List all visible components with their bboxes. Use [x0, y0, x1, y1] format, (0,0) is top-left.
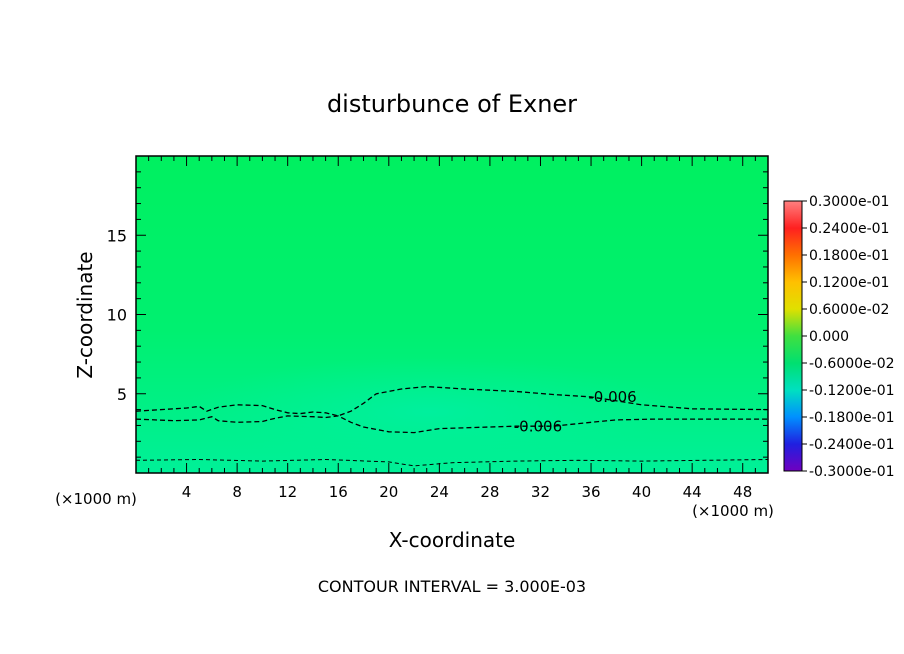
- x-tick-label: 36: [581, 483, 600, 501]
- colorbar-label: -0.3000e-01: [809, 464, 895, 480]
- colorbar: [783, 200, 803, 472]
- y-tick-labels: 5 10 15: [107, 226, 127, 404]
- y-tick-label: 15: [107, 226, 127, 245]
- x-tick-label: 20: [379, 483, 398, 501]
- x-tick-label: 32: [531, 483, 550, 501]
- colorbar-label: -0.1800e-01: [809, 410, 895, 426]
- colorbar-label: 0.6000e-02: [809, 302, 889, 318]
- contour-line: [135, 415, 768, 434]
- contour-interval-note: CONTOUR INTERVAL = 3.000E-03: [318, 577, 586, 596]
- y-axis-label: Z-coordinate: [73, 251, 97, 378]
- contour-label: -0.006: [588, 388, 636, 406]
- colorbar-ticks: [802, 200, 807, 472]
- colorbar-label: 0.1800e-01: [809, 248, 889, 264]
- colorbar-label: 0.1200e-01: [809, 275, 889, 291]
- x-tick-label: 40: [632, 483, 651, 501]
- colorbar-label: -0.2400e-01: [809, 437, 895, 453]
- contour-line: [135, 458, 769, 467]
- contour-line: [135, 385, 769, 417]
- colorbar-label: 0.000: [809, 329, 849, 345]
- x-tick-label: 48: [733, 483, 752, 501]
- chart-title: disturbunce of Exner: [327, 90, 577, 118]
- axis-ticks: [136, 156, 768, 473]
- x-unit-left: (×1000 m): [55, 490, 137, 508]
- colorbar-labels: 0.3000e-01 0.2400e-01 0.1800e-01 0.1200e-01…: [809, 194, 895, 480]
- y-tick-label: 5: [117, 385, 127, 404]
- colorbar-label: -0.6000e-02: [809, 356, 895, 372]
- x-unit-right: (×1000 m): [692, 502, 774, 520]
- y-tick-label: 10: [107, 306, 127, 325]
- x-tick-label: 28: [480, 483, 499, 501]
- x-tick-label: 8: [232, 483, 242, 501]
- x-tick-label: 44: [683, 483, 702, 501]
- field-core: [180, 357, 680, 467]
- x-axis-label: X-coordinate: [389, 528, 516, 552]
- contour-label: -0.006: [514, 417, 562, 435]
- colorbar-label: 0.3000e-01: [809, 194, 889, 210]
- x-tick-label: 4: [182, 483, 192, 501]
- colorbar-label: -0.1200e-01: [809, 383, 895, 399]
- contour-lines: -0.006 -0.006: [135, 385, 769, 467]
- colorbar-label: 0.2400e-01: [809, 221, 889, 237]
- x-tick-label: 12: [278, 483, 297, 501]
- x-tick-labels: 4 8 12 16 20 24 28 32 36 40 44 48: [182, 483, 752, 501]
- x-tick-label: 24: [430, 483, 449, 501]
- x-tick-label: 16: [329, 483, 348, 501]
